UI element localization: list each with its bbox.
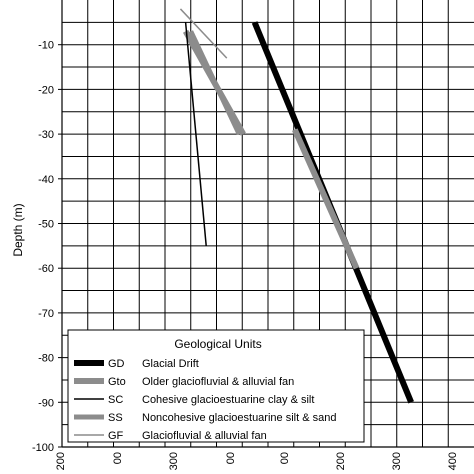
x-tick-label: 200 [55, 452, 67, 470]
legend: Geological Units GD Glacial Drift Gto Older … [67, 329, 365, 443]
y-tick-label: -50 [38, 219, 54, 231]
y-tick-label: -10 [38, 40, 54, 52]
legend-title: Geological Units [174, 337, 261, 351]
y-tick-label: -30 [38, 129, 54, 141]
series-line-ss [188, 30, 242, 136]
legend-label: Cohesive glacioestuarine clay & silt [142, 394, 314, 406]
y-axis-label: Depth (m) [11, 203, 25, 256]
x-tick-label: 00 [225, 452, 237, 464]
x-tick-label: 400 [447, 452, 459, 470]
legend-code: SS [108, 412, 123, 424]
legend-label: Noncohesive glacioestuarine silt & sand [142, 412, 336, 424]
series-line-sc [184, 22, 207, 246]
y-tick-label: -60 [38, 263, 54, 275]
y-tick-label: -70 [38, 308, 54, 320]
y-tick-label: -100 [32, 442, 54, 454]
x-tick-label: 200 [335, 452, 347, 470]
grid [62, 0, 474, 447]
series [179, 8, 414, 404]
series-line-gto [292, 128, 360, 270]
x-tick-label: 00 [112, 452, 124, 464]
legend-box [67, 329, 365, 443]
y-tick-label: -20 [38, 84, 54, 96]
x-tick-label: 300 [391, 452, 403, 470]
y-tick-label: -90 [38, 397, 54, 409]
y-tick-label: -80 [38, 353, 54, 365]
series-line-gf [179, 8, 228, 59]
legend-label: Glaciofluvial & alluvial fan [142, 430, 267, 442]
legend-code: Gto [108, 376, 126, 388]
x-tick-label: 00 [279, 452, 291, 464]
y-tick-label: -40 [38, 174, 54, 186]
legend-label: Older glaciofluvial & alluvial fan [142, 376, 294, 388]
legend-label: Glacial Drift [142, 358, 199, 370]
legend-code: SC [108, 394, 123, 406]
legend-code: GF [108, 430, 124, 442]
legend-code: GD [108, 358, 125, 370]
x-tick-label: 300 [168, 452, 180, 470]
